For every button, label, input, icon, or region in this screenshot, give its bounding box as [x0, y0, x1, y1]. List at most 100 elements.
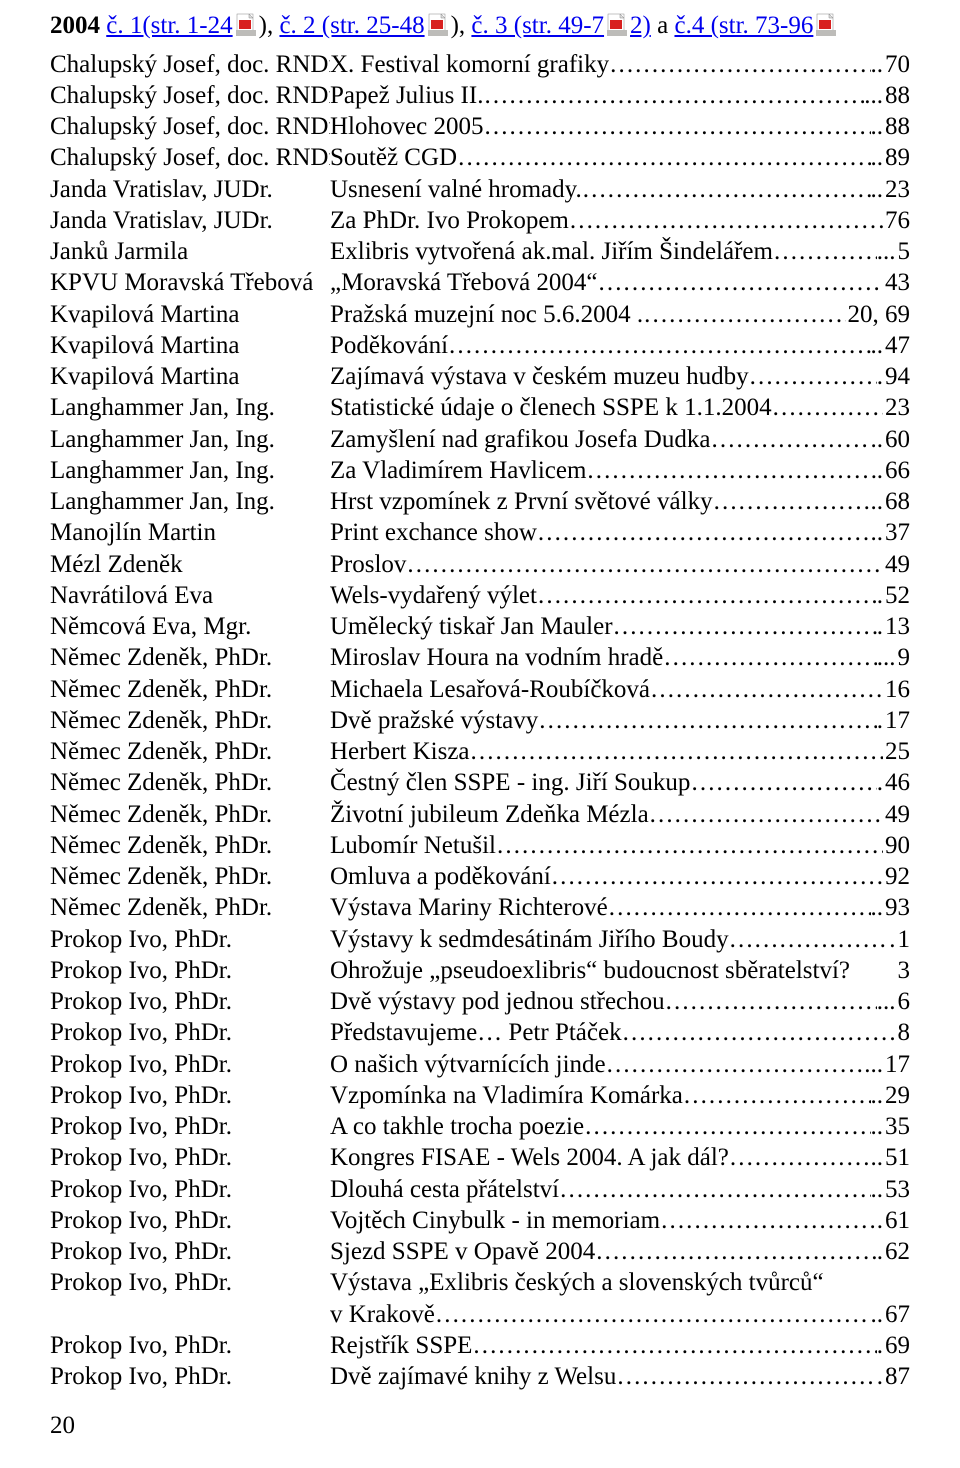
title-cell: Miroslav Houra na vodním hradě... 9 — [330, 642, 910, 673]
author-cell: Němcová Eva, Mgr. — [50, 611, 330, 642]
entry-title: Hrst vzpomínek z První světové války — [330, 486, 713, 517]
author-cell: Němec Zdeněk, PhDr. — [50, 861, 330, 892]
separator: ... — [877, 986, 896, 1017]
index-row: Prokop Ivo, PhDr.Dvě výstavy pod jednou … — [50, 986, 910, 1017]
leader-dots — [598, 267, 883, 298]
index-row: Němec Zdeněk, PhDr.Životní jubileum Zdeň… — [50, 799, 910, 830]
entry-title: Proslov — [330, 549, 406, 580]
entry-title: O našich výtvarnících jinde — [330, 1049, 606, 1080]
pdf-icon[interactable] — [235, 13, 257, 37]
separator: .. — [871, 1174, 884, 1205]
author-cell: Chalupský Josef, doc. RNDr. — [50, 49, 330, 80]
page-ref: 70 — [883, 49, 910, 80]
separator: .. — [871, 892, 884, 923]
link-issue-1[interactable]: č. 1(str. 1-24 — [106, 12, 232, 39]
page-ref: 89 — [883, 142, 910, 173]
author-cell: Prokop Ivo, PhDr. — [50, 924, 330, 955]
page-ref: 61 — [883, 1205, 910, 1236]
entry-title: v Krakově — [330, 1299, 435, 1330]
entry-title: Pražská muzejní noc 5.6.2004 . — [330, 299, 643, 330]
author-cell: Mézl Zdeněk — [50, 549, 330, 580]
index-row: Němec Zdeněk, PhDr.Lubomír Netušil 90 — [50, 830, 910, 861]
index-row: Němec Zdeněk, PhDr.Výstava Mariny Richte… — [50, 892, 910, 923]
leader-dots — [690, 767, 876, 798]
leader-dots — [729, 1142, 871, 1173]
separator: ... — [877, 236, 896, 267]
page-ref: 93 — [883, 892, 910, 923]
entry-title: Herbert Kisza — [330, 736, 470, 767]
leader-dots — [586, 455, 876, 486]
author-cell: Němec Zdeněk, PhDr. — [50, 799, 330, 830]
index-row: Němec Zdeněk, PhDr.Miroslav Houra na vod… — [50, 642, 910, 673]
page-ref: 90 — [883, 830, 910, 861]
separator: .. — [871, 174, 884, 205]
title-cell: Hrst vzpomínek z První světové války.. 6… — [330, 486, 910, 517]
author-cell: Kvapilová Martina — [50, 330, 330, 361]
page-ref: 1 — [896, 924, 911, 955]
title-cell: Představujeme… Petr Ptáček8 — [330, 1017, 910, 1048]
leader-dots — [584, 1111, 870, 1142]
separator: ... — [864, 1049, 883, 1080]
title-cell: Herbert Kisza25 — [330, 736, 910, 767]
entry-title: Zajímavá výstava v českém muzeu hudby — [330, 361, 749, 392]
leader-dots — [772, 392, 883, 423]
title-cell: Poděkování.. 47 — [330, 330, 910, 361]
author-cell: Prokop Ivo, PhDr. — [50, 1080, 330, 1111]
link-issue-4[interactable]: č.4 (str. 73-96 — [674, 12, 813, 39]
header-part-2-pre: ), — [451, 12, 472, 39]
title-cell: Dlouhá cesta přátelství.. 53 — [330, 1174, 910, 1205]
title-cell: Ohrožuje „pseudoexlibris“ budoucnost sbě… — [330, 955, 910, 986]
author-cell: Manojlín Martin — [50, 517, 330, 548]
link-issue-3b[interactable]: 2) — [630, 12, 651, 39]
page-ref: 68 — [883, 486, 910, 517]
separator: .. — [871, 330, 884, 361]
link-issue-3a[interactable]: č. 3 (str. 49-7 — [471, 12, 604, 39]
index-row: Němec Zdeněk, PhDr.Michaela Lesařová-Rou… — [50, 674, 910, 705]
author-cell: Chalupský Josef, doc. RNDr. — [50, 111, 330, 142]
pdf-icon[interactable] — [427, 13, 449, 37]
leader-dots — [435, 1299, 871, 1330]
entry-title: Za Vladimírem Havlicem — [330, 455, 586, 486]
author-cell: Prokop Ivo, PhDr. — [50, 1174, 330, 1205]
title-cell: Usnesení valné hromady... 23 — [330, 174, 910, 205]
pdf-icon[interactable] — [606, 13, 628, 37]
leader-dots — [457, 142, 870, 173]
page-ref: 88 — [883, 111, 910, 142]
index-row: Prokop Ivo, PhDr.Kongres FISAE - Wels 20… — [50, 1142, 910, 1173]
index-row: Němcová Eva, Mgr.Umělecký tiskař Jan Mau… — [50, 611, 910, 642]
entry-title: Hlohovec 2005 — [330, 111, 483, 142]
entry-title: Vojtěch Cinybulk - in memoriam — [330, 1205, 660, 1236]
page-ref: 16 — [883, 674, 910, 705]
title-cell: Statistické údaje o členech SSPE k 1.1.2… — [330, 392, 910, 423]
entry-title: Omluva a poděkování — [330, 861, 551, 892]
page-ref: 3 — [896, 955, 911, 986]
entry-title: Kongres FISAE - Wels 2004. A jak dál? — [330, 1142, 729, 1173]
title-cell: Sjezd SSPE v Opavě 2004. 62 — [330, 1236, 910, 1267]
title-cell: v Krakově.. 67 — [330, 1299, 910, 1330]
pdf-icon[interactable] — [815, 13, 837, 37]
leader-dots — [406, 549, 883, 580]
title-cell: Životní jubileum Zdeňka Mézla 49 — [330, 799, 910, 830]
entry-title: Soutěž CGD — [330, 142, 457, 173]
author-cell: Janků Jarmila — [50, 236, 330, 267]
index-row: Prokop Ivo, PhDr.Představujeme… Petr Ptá… — [50, 1017, 910, 1048]
page-ref: 53 — [883, 1174, 910, 1205]
header-part-1-pre: ), — [259, 12, 280, 39]
author-cell: Němec Zdeněk, PhDr. — [50, 736, 330, 767]
title-cell: A co takhle trocha poezie.. 35 — [330, 1111, 910, 1142]
page-number: 20 — [50, 1412, 75, 1440]
entry-title: Usnesení valné hromady. — [330, 174, 582, 205]
title-cell: Vzpomínka na Vladimíra Komárka.. 29 — [330, 1080, 910, 1111]
header-part-3-post: a — [651, 12, 675, 39]
entry-title: Dlouhá cesta přátelství — [330, 1174, 559, 1205]
entry-title: Print exchance show — [330, 517, 537, 548]
entry-title: Životní jubileum Zdeňka Mézla — [330, 799, 649, 830]
leader-dots — [472, 1330, 876, 1361]
entry-title: Výstava Mariny Richterové — [330, 892, 608, 923]
title-cell: Výstava Mariny Richterové.. 93 — [330, 892, 910, 923]
link-issue-2[interactable]: č. 2 (str. 25-48 — [279, 12, 424, 39]
separator: .. — [871, 142, 884, 173]
index-row: Langhammer Jan, Ing.Zamyšlení nad grafik… — [50, 424, 910, 455]
author-cell: Němec Zdeněk, PhDr. — [50, 674, 330, 705]
separator: .. — [871, 424, 884, 455]
